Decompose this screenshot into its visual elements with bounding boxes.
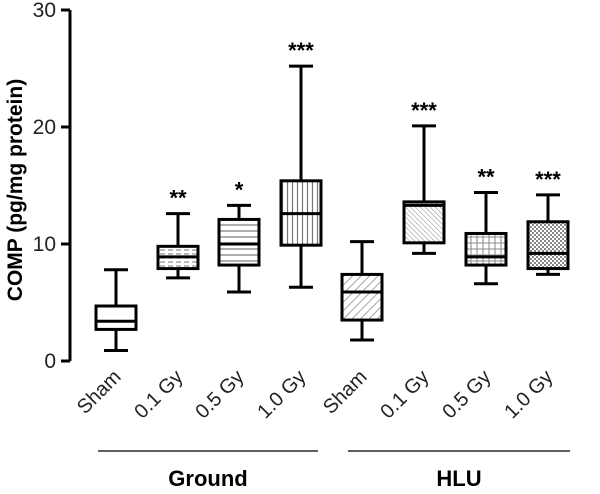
category-label: Sham [73, 366, 126, 419]
interquartile-box [340, 272, 384, 322]
category-label: 1.0 Gy [253, 366, 310, 423]
significance-label: *** [288, 38, 314, 63]
significance-label: *** [411, 98, 437, 123]
box-ground-0-1-gy: ** [156, 186, 200, 280]
category-label: 1.0 Gy [500, 366, 557, 423]
y-tick-label: 0 [44, 350, 56, 373]
interquartile-box [464, 231, 508, 267]
interquartile-box [526, 220, 570, 271]
box-ground-sham [94, 268, 138, 352]
significance-label: * [235, 177, 244, 202]
box-ground-0-5-gy: * [217, 177, 261, 294]
box-hlu-1-0-gy: *** [526, 167, 570, 276]
interquartile-box [402, 200, 446, 245]
significance-label: *** [535, 167, 561, 192]
y-tick-label: 10 [33, 233, 56, 256]
category-label: 0.5 Gy [191, 366, 248, 423]
group-label: HLU [436, 466, 481, 491]
category-label: 0.1 Gy [376, 366, 433, 423]
interquartile-box [94, 304, 138, 331]
group-label: Ground [168, 466, 247, 491]
category-label: Sham [319, 366, 372, 419]
y-axis-title: COMP (pg/mg protein) [4, 79, 27, 301]
box-ground-1-0-gy: *** [279, 38, 323, 289]
significance-label: ** [169, 186, 187, 211]
box-hlu-0-5-gy: ** [464, 165, 508, 286]
category-label: 0.5 Gy [438, 366, 495, 423]
box-hlu-0-1-gy: *** [402, 98, 446, 255]
category-label: 0.1 Gy [130, 366, 187, 423]
significance-label: ** [477, 165, 495, 190]
box-hlu-sham [340, 240, 384, 342]
y-tick-label: 30 [33, 0, 56, 22]
interquartile-box [217, 217, 261, 267]
y-tick-label: 20 [33, 116, 56, 139]
